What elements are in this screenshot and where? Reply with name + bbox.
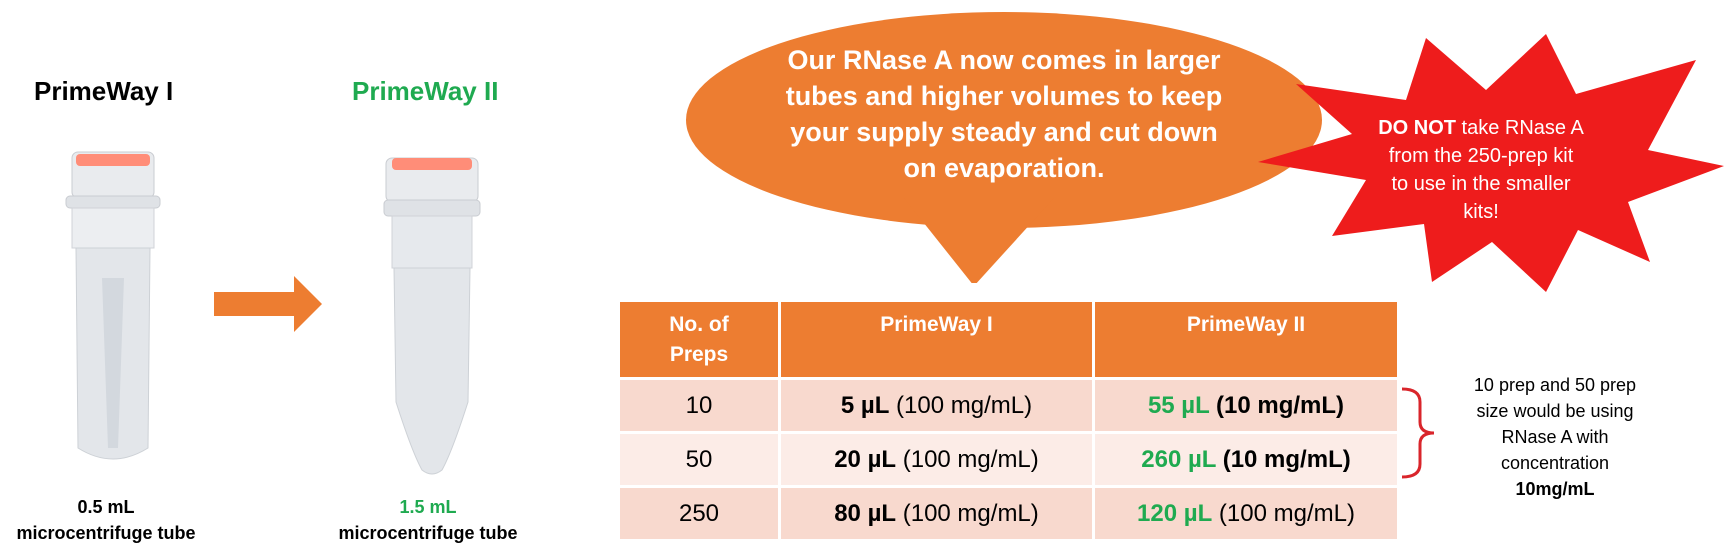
table-row: 50 20 µL (100 mg/mL) 260 µL (10 mg/mL)	[620, 432, 1400, 488]
prep-table: No. of Preps PrimeWay I PrimeWay II 10 5…	[620, 302, 1400, 542]
cell-pw1-concentration: (100 mg/mL)	[889, 391, 1033, 419]
cell-pw1-concentration: (100 mg/mL)	[896, 499, 1039, 527]
warning-message: DO NOT take RNase A from the 250-prep ki…	[1336, 114, 1626, 226]
header-preps-line-1: No. of	[669, 313, 729, 336]
speech-bubble	[684, 8, 1334, 288]
cell-preps: 10	[620, 378, 781, 434]
note-line-5: 10mg/mL	[1515, 479, 1595, 499]
table-row: 10 5 µL (100 mg/mL) 55 µL (10 mg/mL)	[620, 378, 1400, 434]
cell-primeway-i: 20 µL (100 mg/mL)	[779, 432, 1095, 488]
large-tube-type: microcentrifuge tube	[338, 523, 518, 543]
warning-emphasis: DO NOT	[1378, 117, 1456, 139]
note-line-2: size would be using	[1476, 401, 1634, 421]
small-tube-caption: 0.5 mL microcentrifuge tube	[0, 494, 212, 546]
small-tube-image	[58, 148, 168, 478]
cell-primeway-ii: 55 µL (10 mg/mL)	[1093, 378, 1400, 434]
cell-pw2-concentration: (10 mg/mL)	[1216, 445, 1351, 473]
large-tube-caption: 1.5 mL microcentrifuge tube	[322, 494, 534, 546]
cell-pw2-volume: 260 µL	[1141, 445, 1217, 473]
header-primeway-i: PrimeWay I	[779, 302, 1095, 380]
primeway-ii-title: PrimeWay II	[352, 76, 499, 106]
concentration-note: 10 prep and 50 prep size would be using …	[1440, 372, 1670, 502]
header-primeway-ii: PrimeWay II	[1093, 302, 1400, 380]
bubble-line-2: tubes and higher volumes to keep	[785, 81, 1223, 111]
cell-pw2-concentration: (10 mg/mL)	[1209, 391, 1345, 419]
large-tube-volume: 1.5 mL	[399, 497, 457, 517]
header-preps: No. of Preps	[620, 302, 781, 380]
cell-preps: 50	[620, 432, 781, 488]
cell-pw1-volume: 20 µL	[834, 445, 897, 473]
bubble-line-1: Our RNase A now comes in larger	[787, 45, 1221, 75]
cell-primeway-ii: 120 µL (100 mg/mL)	[1093, 486, 1400, 542]
cell-pw1-volume: 5 µL	[840, 391, 890, 419]
small-tube-type: microcentrifuge tube	[16, 523, 196, 543]
bubble-message: Our RNase A now comes in larger tubes an…	[744, 42, 1264, 186]
primeway-i-title: PrimeWay I	[34, 76, 174, 106]
cell-pw2-concentration: (100 mg/mL)	[1212, 499, 1355, 527]
note-line-1: 10 prep and 50 prep	[1473, 375, 1637, 395]
bubble-line-4: on evaporation.	[903, 153, 1105, 183]
header-preps-line-2: Preps	[669, 343, 729, 366]
note-line-4: concentration	[1500, 453, 1610, 473]
bubble-line-3: your supply steady and cut down	[790, 117, 1218, 147]
small-tube-volume: 0.5 mL	[77, 497, 135, 517]
warning-line-2: from the 250-prep kit	[1388, 145, 1574, 167]
warning-line-1: DO NOT take RNase A	[1336, 114, 1626, 142]
cell-preps: 250	[620, 486, 781, 542]
cell-pw1-volume: 80 µL	[834, 499, 897, 527]
cell-pw2-volume: 120 µL	[1137, 499, 1213, 527]
warning-line-1-rest: take RNase A	[1455, 117, 1584, 139]
large-tube-image	[382, 152, 482, 482]
warning-line-4: kits!	[1463, 201, 1499, 223]
curly-brace-icon	[1400, 386, 1440, 485]
cell-pw1-concentration: (100 mg/mL)	[896, 445, 1039, 473]
warning-burst	[1256, 30, 1726, 297]
cell-primeway-i: 80 µL (100 mg/mL)	[779, 486, 1095, 542]
table-row: 250 80 µL (100 mg/mL) 120 µL (100 mg/mL)	[620, 486, 1400, 542]
cell-primeway-ii: 260 µL (10 mg/mL)	[1093, 432, 1400, 488]
cell-pw2-volume: 55 µL	[1147, 391, 1210, 419]
note-line-3: RNase A with	[1501, 427, 1609, 447]
warning-line-3: to use in the smaller	[1391, 173, 1571, 195]
cell-primeway-i: 5 µL (100 mg/mL)	[779, 378, 1095, 434]
arrow-right-icon	[214, 276, 322, 337]
table-header-row: No. of Preps PrimeWay I PrimeWay II	[620, 302, 1400, 380]
